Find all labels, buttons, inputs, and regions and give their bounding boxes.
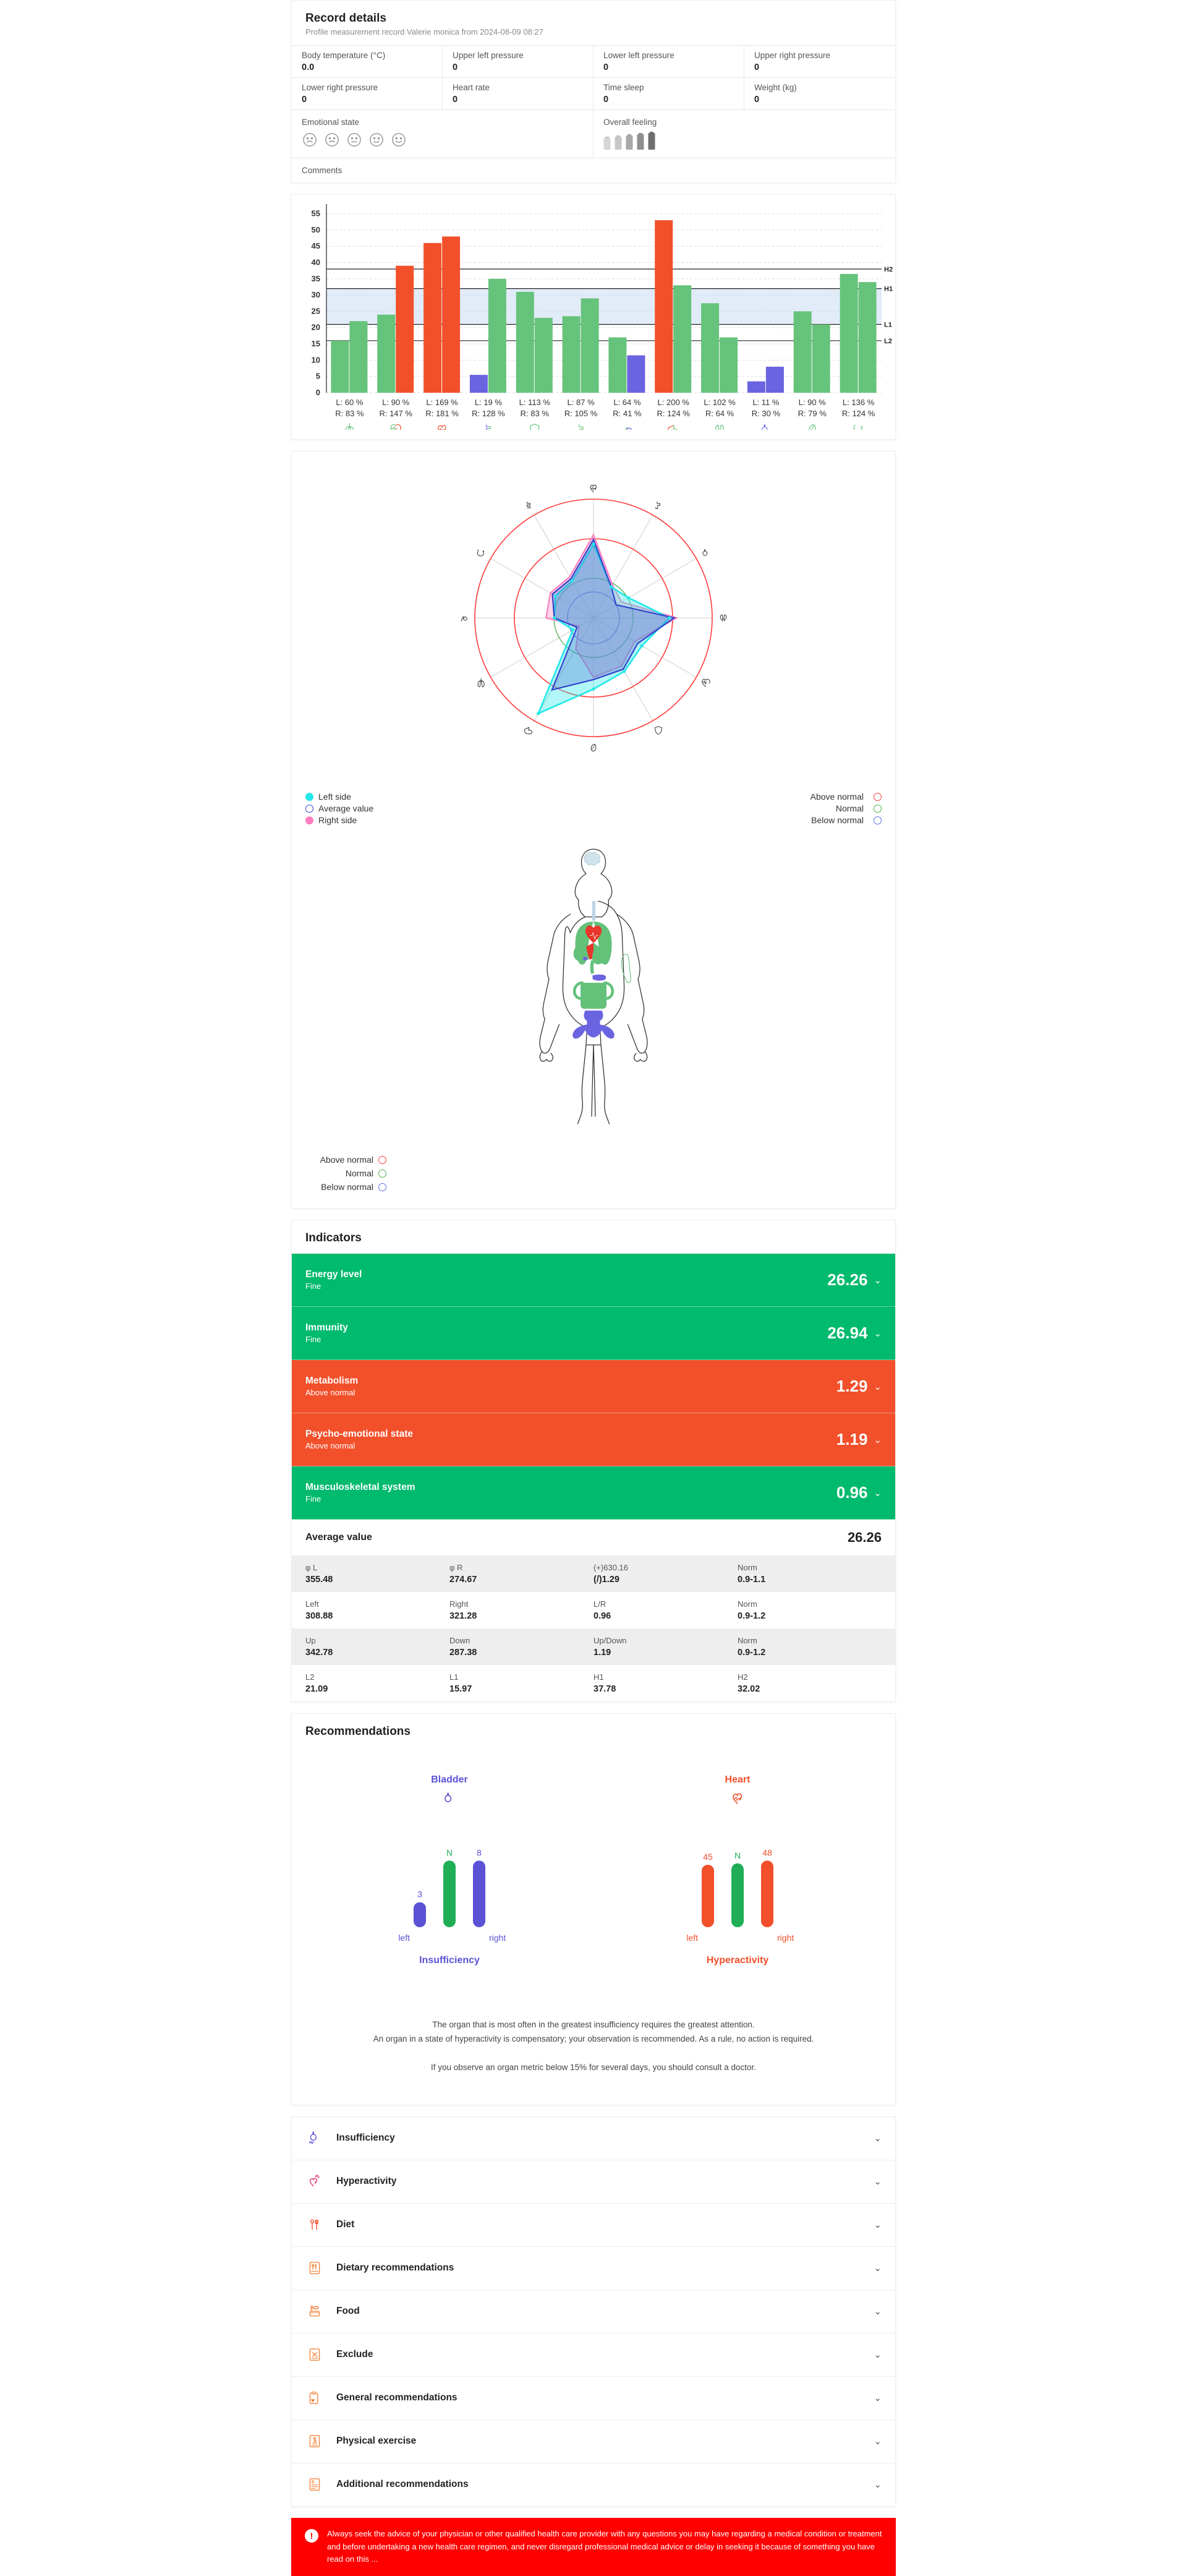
svg-text:15: 15: [312, 339, 320, 348]
svg-text:48: 48: [762, 1847, 772, 1857]
svg-text:R: 124 %: R: 124 %: [657, 409, 690, 418]
svg-text:3: 3: [417, 1889, 422, 1899]
svg-text:L2: L2: [884, 338, 892, 345]
svg-text:left: left: [398, 1933, 410, 1943]
svg-text:R: 124 %: R: 124 %: [842, 409, 875, 418]
svg-text:10: 10: [312, 355, 320, 364]
svg-text:45: 45: [703, 1852, 713, 1862]
svg-text:right: right: [777, 1933, 794, 1943]
svg-text:L: 113 %: L: 113 %: [519, 398, 551, 407]
svg-text:H1: H1: [884, 286, 893, 293]
svg-text:20: 20: [312, 323, 320, 332]
svg-text:L: 102 %: L: 102 %: [704, 398, 736, 407]
svg-text:L: 90 %: L: 90 %: [799, 398, 827, 407]
svg-text:5: 5: [316, 372, 320, 381]
svg-text:40: 40: [312, 258, 320, 267]
svg-text:25: 25: [312, 306, 320, 315]
svg-text:L: 11 %: L: 11 %: [752, 398, 780, 407]
svg-text:R: 181 %: R: 181 %: [425, 409, 459, 418]
svg-text:55: 55: [312, 209, 320, 218]
svg-text:R: 147 %: R: 147 %: [379, 409, 412, 418]
svg-text:8: 8: [477, 1847, 482, 1857]
svg-text:R: 41 %: R: 41 %: [613, 409, 642, 418]
svg-text:H2: H2: [884, 266, 893, 273]
svg-text:R: 64 %: R: 64 %: [705, 409, 734, 418]
svg-text:L: 136 %: L: 136 %: [843, 398, 875, 407]
svg-text:left: left: [686, 1933, 698, 1943]
svg-text:R: 83 %: R: 83 %: [521, 409, 550, 418]
svg-text:L: 19 %: L: 19 %: [475, 398, 503, 407]
svg-text:45: 45: [312, 241, 320, 250]
svg-text:L: 169 %: L: 169 %: [426, 398, 458, 407]
svg-text:30: 30: [312, 290, 320, 299]
svg-text:R: 105 %: R: 105 %: [564, 409, 598, 418]
svg-text:0: 0: [316, 388, 320, 397]
svg-text:right: right: [489, 1933, 506, 1943]
svg-text:L: 60 %: L: 60 %: [336, 398, 364, 407]
svg-text:R: 128 %: R: 128 %: [472, 409, 505, 418]
svg-text:50: 50: [312, 225, 320, 234]
svg-text:L: 64 %: L: 64 %: [613, 398, 641, 407]
svg-text:R: 30 %: R: 30 %: [752, 409, 781, 418]
svg-text:R: 83 %: R: 83 %: [335, 409, 364, 418]
svg-text:L: 90 %: L: 90 %: [382, 398, 410, 407]
svg-text:R: 79 %: R: 79 %: [798, 409, 827, 418]
svg-text:N: N: [446, 1847, 453, 1857]
svg-text:35: 35: [312, 274, 320, 283]
svg-text:L: 200 %: L: 200 %: [658, 398, 690, 407]
svg-text:N: N: [734, 1851, 741, 1860]
svg-text:L1: L1: [884, 322, 892, 329]
svg-text:L: 87 %: L: 87 %: [568, 398, 595, 407]
